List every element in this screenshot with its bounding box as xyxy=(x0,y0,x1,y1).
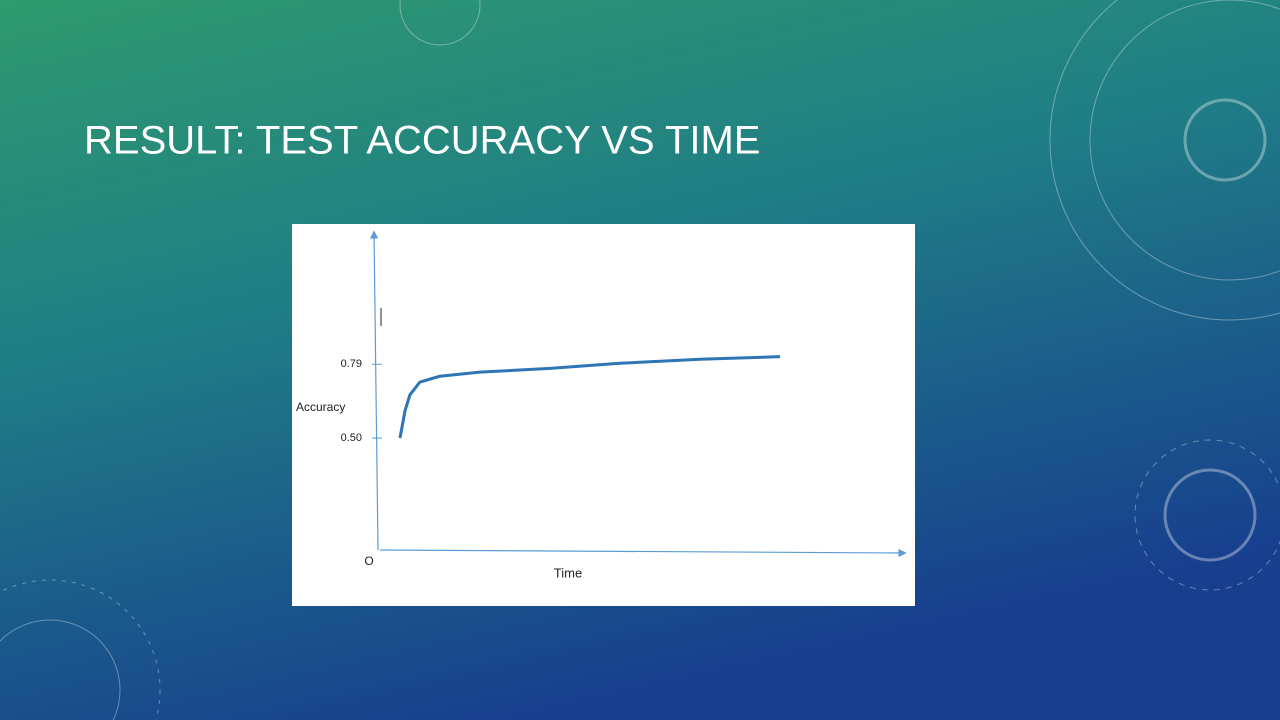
y-axis-label: Accuracy xyxy=(296,400,345,414)
slide-title: RESULT: TEST ACCURACY VS TIME xyxy=(84,119,760,163)
data-line xyxy=(398,355,781,439)
y-tick-label: 0.79 xyxy=(341,358,362,370)
x-axis-label: Time xyxy=(554,565,582,580)
origin-label: O xyxy=(364,554,373,568)
x-axis xyxy=(379,548,907,558)
chart-area xyxy=(292,224,915,606)
y-axis xyxy=(369,230,379,551)
y-tick-label: 0.50 xyxy=(341,432,362,444)
